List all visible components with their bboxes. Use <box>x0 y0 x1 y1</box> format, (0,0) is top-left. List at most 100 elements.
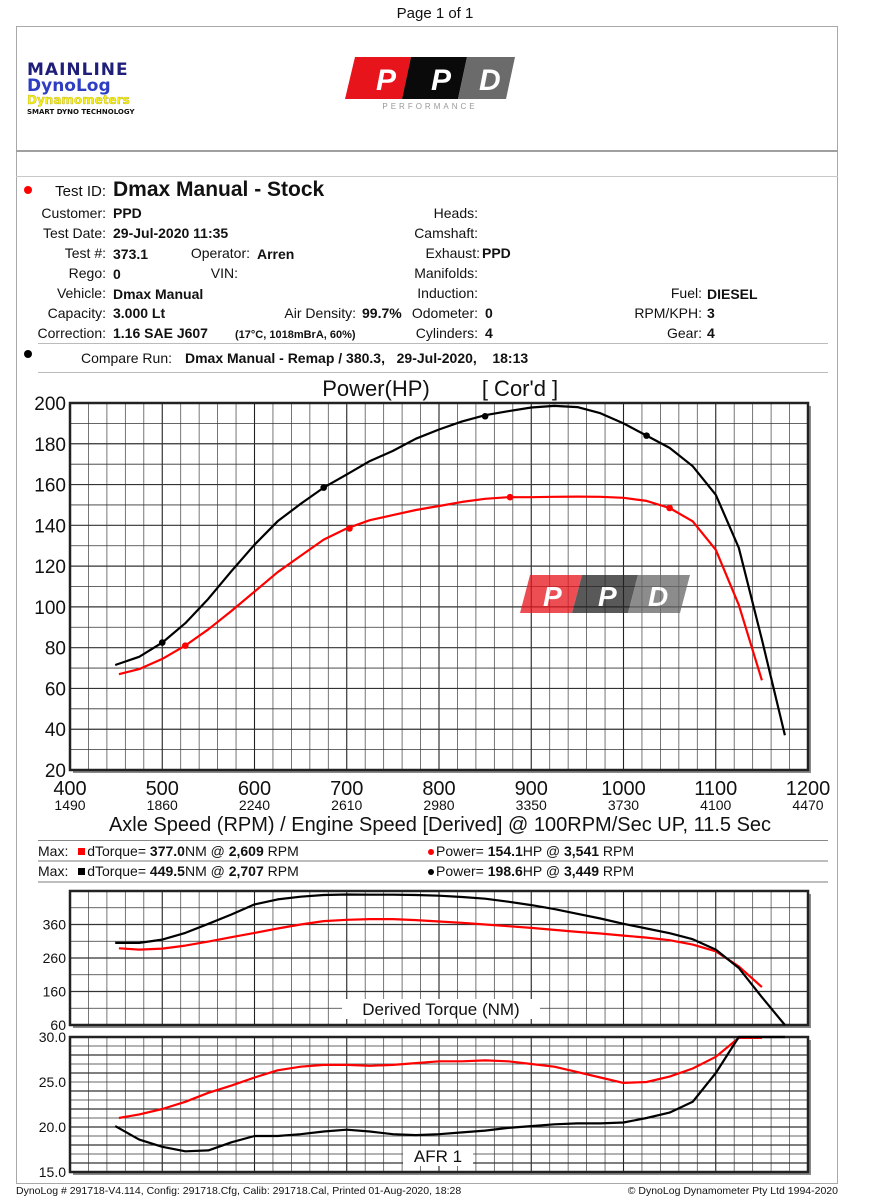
max-power-value: 154.1 <box>487 843 523 859</box>
x-tick-secondary-label: 3350 <box>516 797 547 813</box>
series-marker <box>158 639 166 646</box>
chart-title: AFR 1 <box>414 1147 462 1166</box>
y-tick-label: 20.0 <box>39 1119 66 1135</box>
correction-label: Correction: <box>37 325 106 341</box>
fuel-value: DIESEL <box>707 286 758 302</box>
cylinders-value: 4 <box>485 325 493 341</box>
camshaft-label: Camshaft: <box>414 225 478 241</box>
y-tick-label: 160 <box>43 984 67 1000</box>
x-tick-label: 400 <box>53 778 86 800</box>
rpm-unit: RPM <box>602 863 635 879</box>
rpm-unit: RPM <box>267 843 299 859</box>
x-tick-secondary-label: 2980 <box>423 797 454 813</box>
series-marker <box>666 504 673 512</box>
y-tick-label: 25.0 <box>39 1074 66 1090</box>
vehicle-value: Dmax Manual <box>113 286 204 302</box>
y-tick-label: 80 <box>45 639 66 660</box>
test-id-label: Test ID: <box>55 183 106 200</box>
series-marker <box>346 525 353 532</box>
remap-square-icon <box>78 868 86 875</box>
induction-label: Induction: <box>417 285 478 301</box>
air-density-value: 99.7% <box>362 305 402 321</box>
series-marker <box>182 642 189 649</box>
dynamometers-text: Dynamometers <box>27 93 130 107</box>
dynolog-text: DynoLog <box>27 76 111 96</box>
test-date-label: Test Date: <box>42 225 106 241</box>
x-tick-label: 500 <box>146 778 179 800</box>
rego-value: 0 <box>113 266 121 282</box>
x-tick-secondary-label: 2610 <box>331 797 362 813</box>
y-tick-label: 360 <box>43 917 67 933</box>
y-tick-label: 60 <box>50 1017 66 1033</box>
power-prefix: Power= <box>436 843 484 859</box>
series-marker <box>481 412 489 420</box>
y-tick-label: 60 <box>45 679 66 700</box>
operator-value: Arren <box>257 246 295 262</box>
x-tick-label: 700 <box>330 778 363 800</box>
y-tick-label: 180 <box>34 435 66 456</box>
compare-run-value: Dmax Manual - Remap / 380.3, 29-Jul-2020… <box>185 350 529 366</box>
chart-label-bg <box>342 999 540 1019</box>
mainline-text: MAINLINE <box>27 60 129 80</box>
ppd-logo: P P D <box>345 57 515 99</box>
gear-label: Gear: <box>666 325 702 341</box>
ppd-subtitle: PERFORMANCE <box>382 102 478 111</box>
y-tick-label: 260 <box>43 950 67 966</box>
heads-label: Heads: <box>433 205 478 221</box>
max-power-rpm: 3,541 <box>563 843 600 859</box>
x-tick-label: 800 <box>422 778 455 800</box>
svg-text:P: P <box>598 581 617 612</box>
x-tick-secondary-label: 2240 <box>239 797 270 813</box>
svg-text:D: D <box>648 581 668 612</box>
x-tick-label: 600 <box>238 778 271 800</box>
x-tick-label: 1100 <box>694 778 737 800</box>
mainline-dynolog-logo: MAINLINE DynoLog Dynamometers SMART DYNO… <box>27 62 135 117</box>
torque-unit: NM @ <box>184 843 225 859</box>
stock-dot-icon <box>428 849 434 855</box>
info-divider <box>38 343 828 344</box>
max-power-stock: Power= 154.1HP @ 3,541 RPM <box>428 843 634 859</box>
torque-chart: 60 160 260 360 Derived Torque (NM) <box>43 889 811 1033</box>
customer-value: PPD <box>113 205 142 221</box>
test-info: Test ID: Dmax Manual - Stock Customer: P… <box>0 0 870 380</box>
stock-run-dot-icon <box>24 186 32 194</box>
odometer-label: Odometer: <box>411 305 478 321</box>
smart-dyno-text: SMART DYNO TECHNOLOGY <box>27 108 135 116</box>
series-marker <box>320 484 327 491</box>
y-tick-label: 200 <box>34 394 66 415</box>
header-divider <box>16 150 838 152</box>
correction-detail: (17°C, 1018mBrA, 60%) <box>235 329 356 341</box>
page-label: Page 1 of 1 <box>396 5 474 22</box>
chart-title: Derived Torque (NM) <box>362 1000 519 1019</box>
y-tick-label: 120 <box>34 557 66 578</box>
manifolds-label: Manifolds: <box>414 265 478 281</box>
power-chart-title: Power(HP) <box>322 376 430 401</box>
max-label: Max: <box>38 863 69 879</box>
footer-info: DynoLog # 291718-V4.114, Config: 291718.… <box>16 1185 462 1197</box>
rpm-kph-value: 3 <box>707 305 715 321</box>
compare-run-label: Compare Run: <box>80 350 172 366</box>
power-chart-subtitle: [ Cor'd ] <box>482 376 558 401</box>
stock-square-icon <box>78 848 86 855</box>
series-line <box>118 495 763 681</box>
power-unit: HP @ <box>522 863 561 879</box>
air-density-label: Air Density: <box>284 305 356 321</box>
y-tick-label: 40 <box>45 720 66 741</box>
series-marker <box>643 432 650 439</box>
chart-label-bg <box>403 1146 473 1166</box>
x-axis-label: Axle Speed (RPM) / Engine Speed [Derived… <box>109 814 771 836</box>
rpm-unit: RPM <box>602 843 635 859</box>
x-tick-secondary-label: 1490 <box>54 797 85 813</box>
test-date-value: 29-Jul-2020 11:35 <box>113 225 229 241</box>
max-power-remap: Power= 198.6HP @ 3,449 RPM <box>428 863 634 879</box>
x-tick-label: 1000 <box>601 778 646 800</box>
gear-value: 4 <box>707 325 715 341</box>
compare-divider <box>38 372 828 373</box>
max-torque-rpm: 2,707 <box>228 863 264 879</box>
header-divider-2 <box>16 176 838 177</box>
ppd-letter-p2: P <box>431 64 452 97</box>
exhaust-value: PPD <box>482 245 511 261</box>
